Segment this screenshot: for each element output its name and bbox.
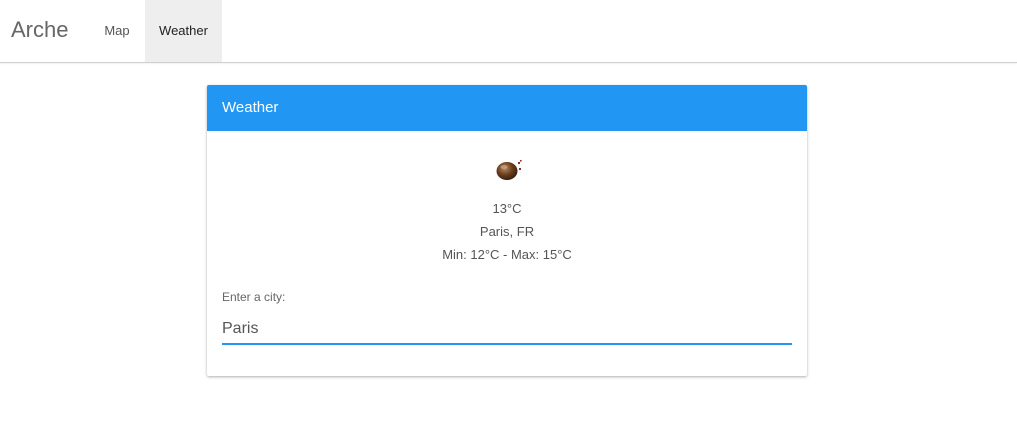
tab-map[interactable]: Map xyxy=(104,23,130,38)
weather-card: Weather 13°C Paris, FR Min: 12°C - Max: … xyxy=(207,85,807,376)
card-header: Weather xyxy=(207,85,807,131)
brand-logo[interactable]: Arche xyxy=(11,17,69,42)
min-max-text: Min: 12°C - Max: 15°C xyxy=(442,247,572,262)
top-navbar: Arche Map Weather xyxy=(0,0,1017,63)
card-title: Weather xyxy=(222,99,279,116)
location-text: Paris, FR xyxy=(479,224,535,239)
temperature-text: 13°C xyxy=(492,201,522,216)
tab-weather[interactable]: Weather xyxy=(145,0,222,62)
city-input[interactable] xyxy=(222,315,792,345)
weather-condition-icon xyxy=(496,160,522,180)
city-field-label: Enter a city: xyxy=(222,290,286,304)
